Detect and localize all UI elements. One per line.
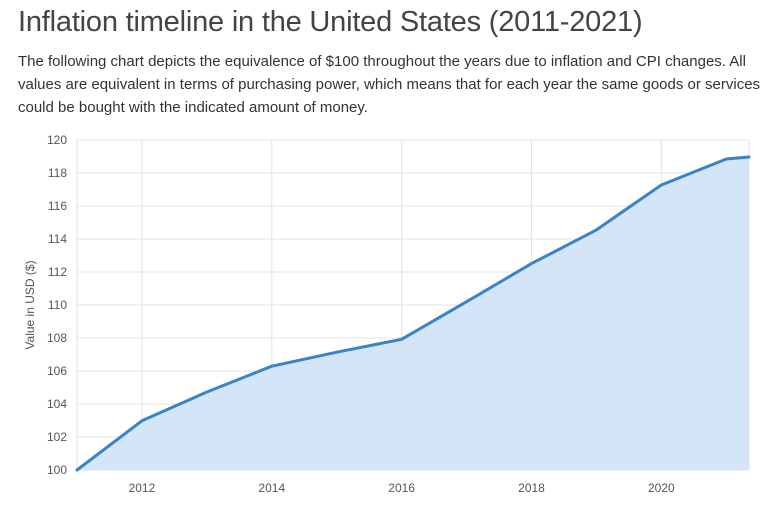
series-line xyxy=(75,155,751,472)
y-tick-label: 118 xyxy=(48,166,67,180)
page-description: The following chart depicts the equivale… xyxy=(18,53,761,116)
y-tick-label: 108 xyxy=(47,331,67,345)
x-tick-label: 2016 xyxy=(388,481,415,495)
y-tick-label: 116 xyxy=(48,199,67,213)
page-title: Inflation timeline in the United States … xyxy=(18,6,643,38)
y-tick-label: 112 xyxy=(48,265,67,279)
y-axis-label: Value in USD ($) xyxy=(23,260,37,349)
series-area-fill xyxy=(77,157,749,470)
y-tick-label: 106 xyxy=(47,364,67,378)
x-tick-label: 2012 xyxy=(129,481,156,495)
x-tick-label: 2018 xyxy=(518,481,545,495)
y-tick-label: 100 xyxy=(47,463,67,477)
y-tick-label: 114 xyxy=(48,232,67,246)
y-tick-label: 104 xyxy=(47,397,67,411)
x-tick-label: 2020 xyxy=(648,481,675,495)
x-tick-label: 2014 xyxy=(258,481,285,495)
y-tick-label: 102 xyxy=(47,430,67,444)
area-layer xyxy=(75,155,751,472)
y-tick-label: 110 xyxy=(48,298,67,312)
tick-layer: 100 102 104 106 108 110 112 114 116 118 120 2012 201… xyxy=(47,133,675,495)
y-tick-label: 120 xyxy=(47,133,67,147)
